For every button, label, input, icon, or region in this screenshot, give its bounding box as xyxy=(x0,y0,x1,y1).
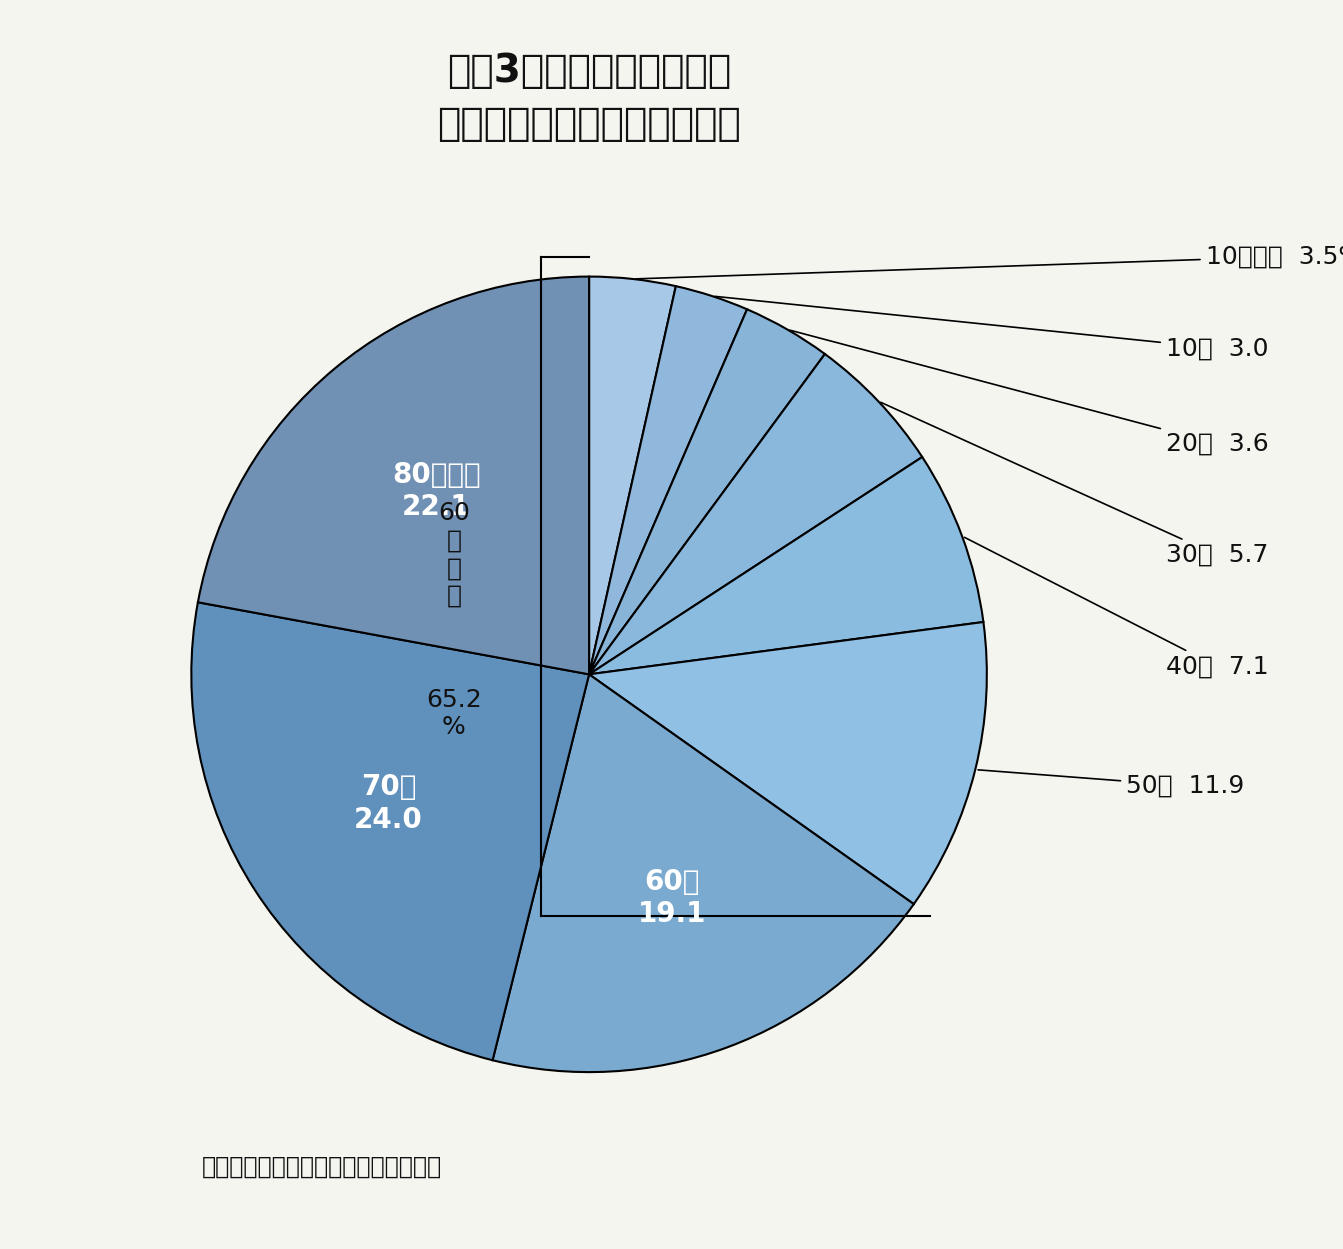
Text: （注）年齢判明分対象。警察庁まとめ: （注）年齢判明分対象。警察庁まとめ xyxy=(201,1155,442,1179)
Text: 40代  7.1: 40代 7.1 xyxy=(964,537,1269,678)
Wedge shape xyxy=(590,457,983,674)
Wedge shape xyxy=(590,276,676,674)
Text: 60代
19.1: 60代 19.1 xyxy=(638,868,706,928)
Text: 80歳以上
22.1: 80歳以上 22.1 xyxy=(392,461,481,521)
Text: 30代  5.7: 30代 5.7 xyxy=(881,402,1268,567)
Text: 10代  3.0: 10代 3.0 xyxy=(714,296,1268,360)
Wedge shape xyxy=(191,602,590,1060)
Title: 被災3県死者の年齢別内訳
（岩手、宮城、福島の合計）: 被災3県死者の年齢別内訳 （岩手、宮城、福島の合計） xyxy=(436,52,741,144)
Wedge shape xyxy=(493,674,913,1072)
Wedge shape xyxy=(590,286,747,674)
Text: 50代  11.9: 50代 11.9 xyxy=(978,769,1245,798)
Text: 10歳未満  3.5%: 10歳未満 3.5% xyxy=(635,245,1343,279)
Text: 65.2
%: 65.2 % xyxy=(426,687,482,739)
Wedge shape xyxy=(590,622,987,904)
Text: 20代  3.6: 20代 3.6 xyxy=(790,330,1269,456)
Text: 60
歳
以
上: 60 歳 以 上 xyxy=(438,501,470,608)
Wedge shape xyxy=(590,353,923,674)
Wedge shape xyxy=(197,276,590,674)
Text: 70代
24.0: 70代 24.0 xyxy=(355,773,423,833)
Wedge shape xyxy=(590,310,825,674)
